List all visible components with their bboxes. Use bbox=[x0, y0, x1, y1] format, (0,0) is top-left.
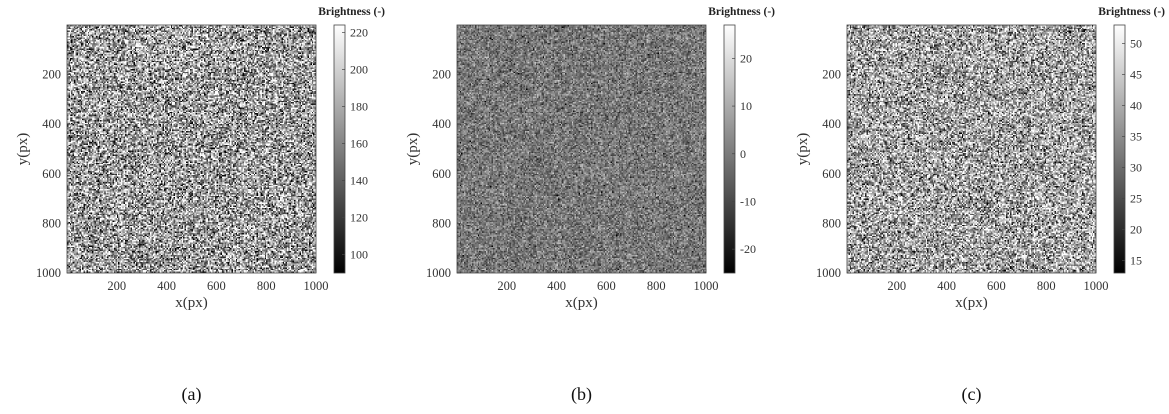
chart-svg: 200 400 600 800 10002004006008001000x(px)y(p… bbox=[405, 6, 775, 405]
x-tick-label: 600 bbox=[987, 279, 1006, 293]
plot-frame bbox=[66, 24, 317, 274]
y-tick-label: 200 bbox=[432, 68, 451, 82]
y-tick-label: 600 bbox=[432, 167, 451, 181]
colorbar-tick-label: 120 bbox=[350, 210, 368, 224]
x-tick-label: 1000 bbox=[1084, 279, 1109, 293]
colorbar-tick-label: 10 bbox=[740, 99, 752, 113]
colorbar-tick-label: 45 bbox=[1130, 68, 1142, 82]
y-tick-label: 800 bbox=[432, 216, 451, 230]
plot-frame bbox=[846, 24, 1097, 274]
colorbar-tick-label: 0 bbox=[740, 147, 746, 161]
speckle-image bbox=[847, 25, 1096, 273]
y-tick-label: 400 bbox=[822, 117, 841, 131]
colorbar-tick-label: 160 bbox=[350, 136, 368, 150]
x-axis-label: x(px) bbox=[955, 295, 988, 311]
y-tick-label: 1000 bbox=[426, 266, 451, 280]
panel-a: 200 400 600 800 1000 200 400 600 800 1000 x(px) y(p… bbox=[0, 0, 390, 414]
y-axis-label: y(px) bbox=[405, 133, 421, 166]
y-axis-label: y(px) bbox=[15, 133, 31, 166]
panel-caption: (c) bbox=[962, 384, 982, 405]
x-tick-label: 200 bbox=[887, 279, 906, 293]
chart-svg: 200 400 600 800 1000 200 400 600 800 1000 x(px) y(p… bbox=[795, 6, 1165, 405]
x-tick-label: 800 bbox=[1037, 279, 1056, 293]
x-axis-label: x(px) bbox=[565, 295, 598, 311]
panel-b: 200 400 600 800 1000 200 400 600 800 1000 x(px) y(p… bbox=[390, 0, 780, 414]
speckle-image bbox=[457, 25, 706, 273]
y-tick-label: 600 bbox=[822, 167, 841, 181]
x-tick-label: 400 bbox=[157, 279, 176, 293]
colorbar-title: Brightness (-) bbox=[708, 6, 775, 18]
y-tick-label: 600 bbox=[42, 167, 61, 181]
colorbar-tick-label: 40 bbox=[1130, 99, 1142, 113]
x-tick-label: 1000 bbox=[694, 279, 719, 293]
y-tick-label: 800 bbox=[822, 216, 841, 230]
y-tick-label: 400 bbox=[432, 117, 451, 131]
colorbar-tick-label: 140 bbox=[350, 173, 368, 187]
panel-c: 200 400 600 800 1000 200 400 600 800 1000 x(px) y(p… bbox=[780, 0, 1169, 414]
y-tick-label: 200 bbox=[822, 68, 841, 82]
x-tick-label: 800 bbox=[257, 279, 276, 293]
chart-svg: 200 400 600 800 1000 200 400 600 800 1000 x(px) y(p… bbox=[15, 6, 385, 405]
x-tick-label: 800 bbox=[647, 279, 666, 293]
colorbar-tick-label: 30 bbox=[1130, 161, 1142, 175]
x-tick-label: 1000 bbox=[304, 279, 329, 293]
colorbar-tick-label: 20 bbox=[1130, 223, 1142, 237]
x-tick-label: 600 bbox=[207, 279, 226, 293]
y-tick-label: 400 bbox=[42, 117, 61, 131]
y-tick-label: 200 bbox=[42, 68, 61, 82]
speckle-image bbox=[67, 25, 316, 273]
x-tick-label: 200 bbox=[497, 279, 516, 293]
colorbar-tick-label: 100 bbox=[350, 247, 368, 261]
colorbar-tick-label: 35 bbox=[1130, 130, 1142, 144]
y-tick-label: 1000 bbox=[36, 266, 61, 280]
colorbar-tick-label: 180 bbox=[350, 99, 368, 113]
colorbar-tick-label: 25 bbox=[1130, 192, 1142, 206]
colorbar-tick-label: 20 bbox=[740, 51, 752, 65]
panel-caption: (b) bbox=[571, 384, 592, 405]
colorbar bbox=[333, 24, 346, 274]
colorbar bbox=[1113, 24, 1126, 274]
x-axis-label: x(px) bbox=[175, 295, 208, 311]
panel-caption: (a) bbox=[182, 384, 202, 405]
x-tick-label: 400 bbox=[937, 279, 956, 293]
y-axis-label: y(px) bbox=[795, 133, 811, 166]
x-tick-label: 200 bbox=[107, 279, 126, 293]
colorbar-title: Brightness (-) bbox=[1098, 6, 1165, 18]
colorbar-tick-label: 15 bbox=[1130, 254, 1142, 268]
x-tick-label: 400 bbox=[547, 279, 566, 293]
colorbar-tick-label: 50 bbox=[1130, 37, 1142, 51]
y-tick-label: 800 bbox=[42, 216, 61, 230]
colorbar-tick-label: -10 bbox=[740, 194, 756, 208]
y-tick-label: 1000 bbox=[816, 266, 841, 280]
colorbar bbox=[723, 24, 736, 274]
plot-frame bbox=[456, 24, 707, 274]
colorbar-tick-label: 200 bbox=[350, 62, 368, 76]
colorbar-tick-label: -20 bbox=[740, 242, 756, 256]
colorbar-title: Brightness (-) bbox=[318, 6, 385, 18]
colorbar-tick-label: 220 bbox=[350, 25, 368, 39]
x-tick-label: 600 bbox=[597, 279, 616, 293]
